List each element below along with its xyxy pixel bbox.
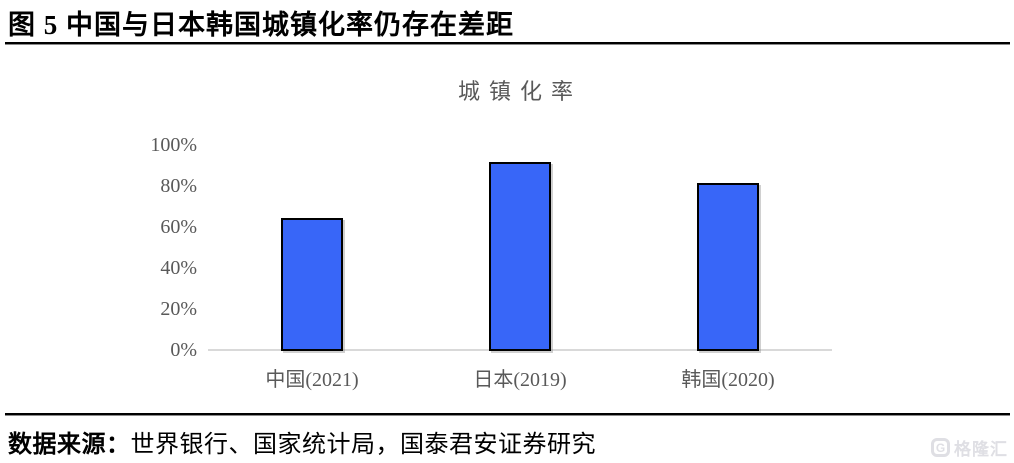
y-tick-label: 40% — [160, 257, 197, 279]
watermark-text: 格隆汇 — [954, 440, 1008, 459]
y-tick-label: 0% — [170, 339, 197, 361]
figure-title: 图 5 中国与日本韩国城镇化率仍存在差距 — [8, 10, 514, 40]
chart-title: 城镇化率 — [457, 79, 582, 104]
source-label: 数据来源： — [8, 432, 131, 458]
x-category-label: 中国(2021) — [265, 369, 359, 391]
source-text: 世界银行、国家统计局，国泰君安证券研究 — [130, 432, 596, 458]
bar-slot — [208, 145, 416, 351]
gelonghui-watermark: G 格隆汇 — [931, 435, 1008, 460]
bar-中国(2021) — [281, 217, 343, 351]
bar-slot — [416, 145, 624, 351]
bar-韩国(2020) — [697, 182, 759, 351]
y-tick-label: 100% — [150, 134, 197, 156]
gelonghui-logo-icon: G — [931, 438, 950, 457]
footer-divider — [5, 413, 1010, 416]
x-category-label: 韩国(2020) — [681, 369, 775, 391]
x-category-label: 日本(2019) — [473, 369, 567, 391]
source-note: 数据来源：世界银行、国家统计局，国泰君安证券研究 — [8, 424, 596, 459]
y-tick-label: 60% — [160, 216, 197, 238]
bar-slot — [624, 145, 832, 351]
x-axis-labels: 中国(2021) 日本(2019) 韩国(2020) — [208, 363, 832, 392]
y-axis: 0% 20% 40% 60% 80% 100% — [90, 135, 197, 360]
title-divider — [5, 42, 1010, 45]
y-tick-label: 80% — [160, 175, 197, 197]
bar-日本(2019) — [489, 162, 551, 351]
plot-area — [208, 145, 832, 351]
y-tick-label: 20% — [160, 298, 197, 320]
